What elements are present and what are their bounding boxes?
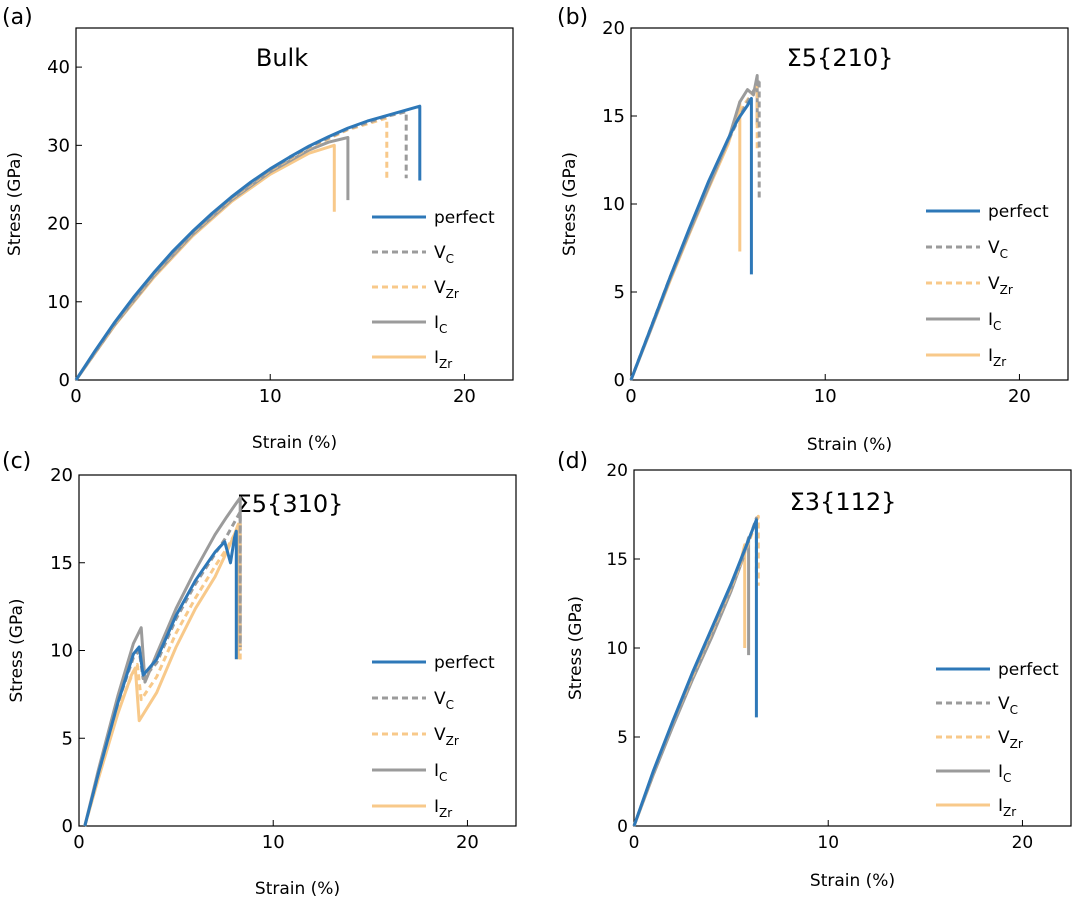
series-line-VZr [74,116,389,381]
series-line-VC [83,510,242,827]
x-tick-label: 0 [629,833,640,853]
x-tick-label: 10 [259,386,282,407]
x-tick-label: 20 [1008,386,1031,407]
y-tick-label: 10 [50,641,73,662]
y-tick-label: 10 [606,639,628,659]
legend-entry-VZr: VZr [434,725,459,748]
panel-label: (b) [557,5,588,30]
legend-entry-perfect: perfect [988,202,1049,222]
y-tick-label: 5 [62,728,73,749]
chart-panel-3: (c) 0 10 20 0 5 10 15 20 Strain (%) Stress (GPa) Σ5… [2,449,517,899]
legend-entry-VZr: VZr [434,278,459,301]
y-tick-label: 0 [62,816,73,837]
y-tick-label: 20 [602,18,625,39]
y-axis-label: Stress (GPa) [7,599,27,703]
legend-entry-VC: VC [998,694,1018,717]
x-axis-label: Strain (%) [255,879,340,899]
y-tick-label: 15 [602,106,625,127]
panel-label: (a) [2,5,33,30]
panel-label: (d) [557,449,588,474]
chart-panel-4: (d) 0 10 20 0 5 10 15 20 Strain (%) Stress (GPa) Σ3… [557,449,1072,891]
legend-entry-IZr: IZr [988,346,1006,369]
y-tick-label: 0 [614,370,625,391]
y-axis-label: Stress (GPa) [566,596,586,700]
x-tick-label: 0 [73,832,84,853]
series-line-IZr [83,522,240,827]
y-tick-label: 20 [606,461,628,481]
y-tick-label: 40 [47,57,70,78]
y-tick-label: 5 [617,728,628,748]
series-line-IZr [74,143,336,381]
legend-entry-IC: IC [998,762,1011,785]
legend: perfect VC VZr IC IZr [936,660,1059,819]
plot-frame [78,474,517,827]
panel-label: (c) [2,449,31,474]
legend: perfect VC VZr IC IZr [372,653,495,820]
chart-panel-1: (a) 0 10 20 0 10 20 30 40 Strain (%) Stress (GPa) B… [2,5,514,453]
series-line-IC [83,496,242,827]
y-tick-label: 0 [59,370,70,391]
series-line-perfect [74,104,422,381]
legend-entry-perfect: perfect [434,208,495,228]
y-axis-label: Stress (GPa) [5,152,25,256]
legend-entry-VC: VC [434,689,454,712]
legend-entry-VZr: VZr [998,728,1023,751]
legend: perfect VC VZr IC IZr [926,202,1049,369]
legend-entry-IZr: IZr [434,797,452,820]
series-line-VZr [83,520,242,827]
chart-title: Bulk [256,44,308,72]
legend-entry-IZr: IZr [998,796,1016,819]
legend-entry-VZr: VZr [988,274,1013,297]
legend-entry-VC: VC [434,243,454,266]
x-tick-label: 10 [814,386,837,407]
legend-entry-IC: IC [988,310,1001,333]
y-tick-label: 30 [47,135,70,156]
x-axis-label: Strain (%) [252,433,337,453]
legend-entry-perfect: perfect [434,653,495,673]
y-tick-label: 10 [602,194,625,215]
series-line-IC [74,136,350,381]
x-tick-label: 10 [262,832,285,853]
legend-entry-IC: IC [434,761,447,784]
series-line-perfect [629,96,753,381]
y-tick-label: 20 [47,214,70,235]
y-tick-label: 0 [617,817,628,837]
chart-panel-2: (b) 0 10 20 0 5 10 15 20 Strain (%) Stress (GPa) Σ5… [557,5,1069,455]
y-tick-label: 15 [606,550,628,570]
y-tick-label: 10 [47,292,70,313]
series-line-perfect [83,529,238,827]
x-tick-label: 10 [817,833,839,853]
y-tick-label: 15 [50,553,73,574]
chart-title: Σ5{210} [787,44,894,72]
legend: perfect VC VZr IC IZr [372,208,495,371]
y-axis-label: Stress (GPa) [560,152,580,256]
chart-title: Σ3{112} [790,488,897,516]
y-tick-label: 20 [50,465,73,486]
y-tick-label: 5 [614,282,625,303]
legend-entry-IZr: IZr [434,348,452,371]
x-tick-label: 0 [70,386,81,407]
x-axis-label: Strain (%) [810,871,895,891]
x-tick-label: 20 [1012,833,1034,853]
x-tick-label: 20 [456,832,479,853]
legend-entry-VC: VC [988,238,1008,261]
series-line-perfect [632,518,758,827]
plot-frame [75,27,514,381]
legend-entry-perfect: perfect [998,660,1059,680]
x-tick-label: 0 [625,386,636,407]
x-axis-label: Strain (%) [807,435,892,455]
legend-entry-IC: IC [434,313,447,336]
chart-title: Σ5{310} [237,490,344,518]
series-line-VC [74,110,408,381]
x-tick-label: 20 [453,386,476,407]
